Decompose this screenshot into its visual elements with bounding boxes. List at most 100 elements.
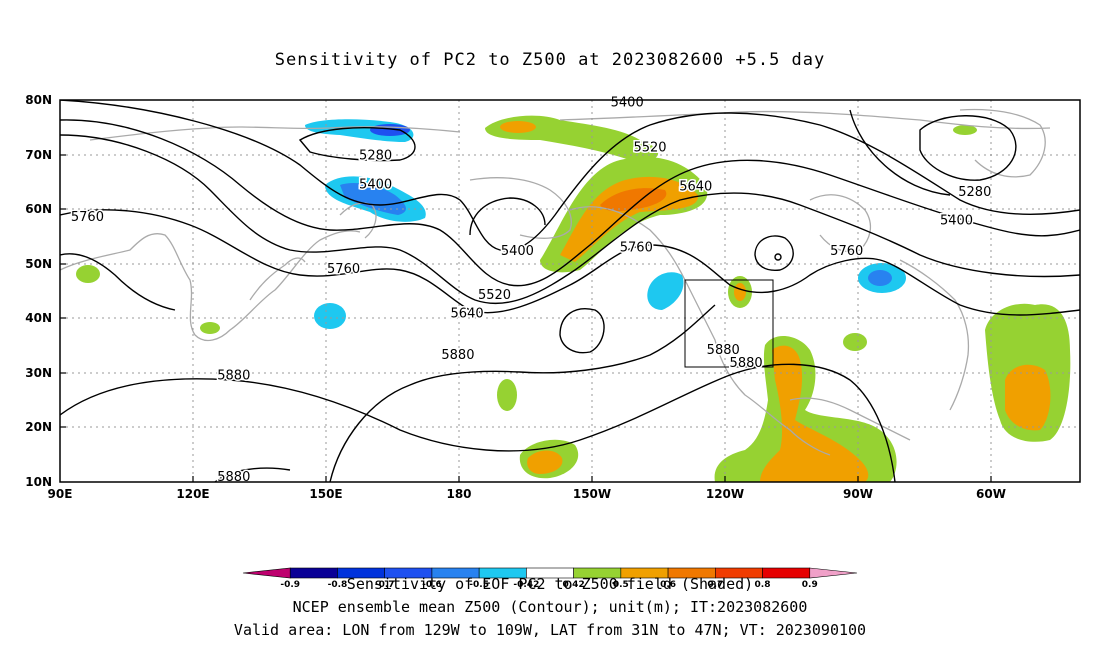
shade-positive-mexico xyxy=(714,335,897,482)
contour-5280-b xyxy=(919,115,1017,181)
valid-area-box xyxy=(684,279,774,368)
contour-5760 xyxy=(60,209,1080,316)
coast-gulf xyxy=(789,397,911,441)
coast-alaska xyxy=(469,177,572,239)
lon-label: 150E xyxy=(309,487,342,501)
coast-north-america xyxy=(569,206,831,456)
colorbar-label: 0.9 xyxy=(802,580,818,590)
lon-label: 60W xyxy=(976,487,1006,501)
lat-label: 20N xyxy=(25,420,52,434)
contour-label: 5400 xyxy=(940,213,973,228)
coast-japan xyxy=(249,257,306,301)
colorbar-label: 0.6 xyxy=(660,580,676,590)
lat-label: 30N xyxy=(25,366,52,380)
shade-positive-small-2 xyxy=(843,333,867,351)
shade-positive-mexico-core xyxy=(760,345,869,482)
caption-shaded: Sensitivity of EOF PC2 to Z500 field (Sh… xyxy=(346,575,754,593)
shade-negative-great-lakes-core xyxy=(868,270,892,286)
colorbar-label: -0.7 xyxy=(375,580,395,590)
colorbar-label: -0.42 xyxy=(513,580,539,590)
contour-label: 5760 xyxy=(71,210,104,225)
colorbar-label: 0.5 xyxy=(613,580,629,590)
shade-positive-small-1-core xyxy=(734,283,746,301)
contour-5280 xyxy=(298,127,416,162)
colorbar-label: -0.5 xyxy=(469,580,489,590)
shade-negative-arctic-core xyxy=(370,124,410,136)
lon-label: 180 xyxy=(446,487,471,501)
contour-label: 5400 xyxy=(359,177,392,192)
contour-5400 xyxy=(60,100,1080,252)
coast-east-america xyxy=(899,259,970,411)
colorbar-label: -0.6 xyxy=(422,580,442,590)
contour-label: 5400 xyxy=(501,244,534,259)
sensitivity-shading xyxy=(76,115,1071,482)
contour-label: 5520 xyxy=(633,140,666,155)
longitude-labels: 90E 120E 150E 180 150W 120W 90W 60W xyxy=(48,487,1006,501)
shade-positive-subtropics-core xyxy=(527,450,563,474)
colorbar xyxy=(242,567,858,579)
lat-label: 80N xyxy=(25,93,52,107)
lat-label: 40N xyxy=(25,311,52,325)
contour-label: 5880 xyxy=(707,343,740,358)
contour-label: 5640 xyxy=(451,307,484,322)
colorbar-label: 0.7 xyxy=(707,580,723,590)
caption-contour: NCEP ensemble mean Z500 (Contour); unit(… xyxy=(292,598,808,616)
latitude-labels: 80N 70N 60N 50N 40N 30N 20N 10N xyxy=(25,93,52,489)
contour-label: 5880 xyxy=(730,356,763,371)
colorbar-swatch xyxy=(809,567,858,579)
contour-label: 5520 xyxy=(478,288,511,303)
colorbar-labels: -0.9 -0.8 -0.7 -0.6 -0.5 -0.42 0.42 0.5 0.6 0.7 0.… xyxy=(280,580,817,590)
contour-closed-1 xyxy=(559,308,605,354)
coast-arctic-america xyxy=(559,110,1051,130)
contour-5640 xyxy=(60,134,1080,305)
tick-marks xyxy=(60,154,992,482)
contour-label: 5400 xyxy=(611,96,644,111)
contour-5400-b xyxy=(469,197,546,236)
colorbar-label: -0.8 xyxy=(328,580,348,590)
lat-label: 10N xyxy=(25,475,52,489)
lon-label: 150W xyxy=(573,487,611,501)
contour-label: 5640 xyxy=(679,180,712,195)
lat-label: 60N xyxy=(25,202,52,216)
coast-arctic-asia xyxy=(89,126,461,141)
shade-positive-small-3 xyxy=(76,265,100,283)
contour-label: 5880 xyxy=(217,368,250,383)
lat-label: 50N xyxy=(25,257,52,271)
contour-label: 5760 xyxy=(620,241,653,256)
contour-closed-2 xyxy=(754,235,794,272)
colorbar-label: 0.8 xyxy=(755,580,771,590)
contour-5880-c xyxy=(329,304,716,482)
contour-5880-b xyxy=(214,467,291,482)
map-title: Sensitivity of PC2 to Z500 at 2023082600… xyxy=(274,50,826,70)
shade-negative-pacific xyxy=(314,303,346,329)
z500-contours xyxy=(60,100,1080,482)
lon-label: 90E xyxy=(48,487,73,501)
contour-labels: 5400 5280 5400 5520 5640 5280 5400 5760 5400 5760… xyxy=(69,94,992,486)
coast-hudson xyxy=(809,194,872,253)
shade-positive-small-6 xyxy=(953,125,977,135)
contour-label: 5280 xyxy=(958,185,991,200)
contour-label: 5760 xyxy=(830,244,863,259)
shade-negative-kamchatka-core xyxy=(340,183,406,215)
shade-positive-small-5 xyxy=(497,379,517,411)
contour-closed-3 xyxy=(774,253,782,261)
colorbar-label: -0.9 xyxy=(280,580,300,590)
shade-positive-arctic-core xyxy=(500,121,536,133)
caption-valid-area: Valid area: LON from 129W to 109W, LAT f… xyxy=(233,621,867,639)
contour-label: 5280 xyxy=(359,148,392,163)
shade-positive-small-4 xyxy=(200,322,220,334)
contour-5880-a xyxy=(60,363,896,482)
graticule xyxy=(60,100,1080,482)
shade-negative-west-coast xyxy=(647,272,684,310)
contour-label: 5760 xyxy=(327,262,360,277)
contour-5760-b xyxy=(60,253,176,311)
contour-label: 5880 xyxy=(441,348,474,363)
shade-positive-atlantic-core xyxy=(1005,364,1051,431)
lon-label: 120W xyxy=(706,487,744,501)
shade-positive-gulf-alaska-max xyxy=(600,188,667,212)
coast-greenland xyxy=(959,108,1046,178)
colorbar-label: 0.42 xyxy=(563,580,585,590)
lat-label: 70N xyxy=(25,148,52,162)
map-frame xyxy=(59,99,1081,483)
